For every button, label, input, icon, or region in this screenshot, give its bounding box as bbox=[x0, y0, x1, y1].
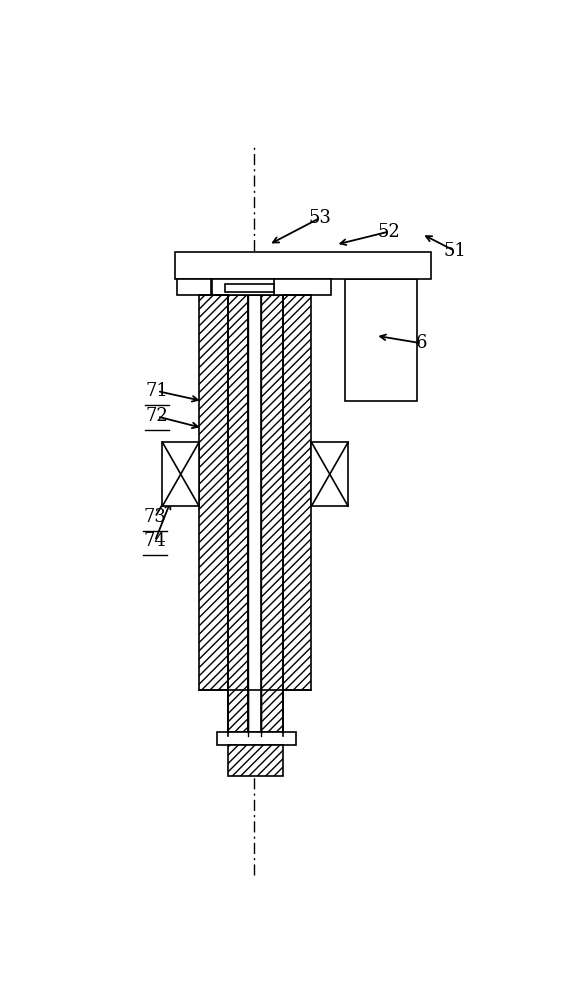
Text: 74: 74 bbox=[143, 532, 166, 550]
Bar bbox=[212, 279, 331, 295]
Bar bbox=[228, 745, 283, 776]
Text: 53: 53 bbox=[309, 209, 332, 227]
Bar bbox=[248, 690, 261, 732]
Bar bbox=[344, 279, 417, 401]
Bar bbox=[162, 442, 199, 506]
Bar bbox=[261, 295, 283, 736]
Bar bbox=[225, 284, 274, 292]
Bar bbox=[261, 690, 283, 732]
Text: 72: 72 bbox=[146, 407, 168, 425]
Bar bbox=[199, 295, 228, 690]
Bar bbox=[228, 690, 248, 732]
Bar bbox=[217, 732, 296, 745]
Bar bbox=[228, 295, 248, 736]
Text: 71: 71 bbox=[146, 382, 168, 400]
Bar bbox=[175, 252, 431, 279]
Bar bbox=[283, 295, 311, 690]
Bar bbox=[311, 442, 348, 506]
Text: 51: 51 bbox=[443, 242, 466, 260]
Text: 52: 52 bbox=[377, 223, 400, 241]
Bar bbox=[177, 279, 211, 295]
Bar bbox=[248, 295, 261, 736]
Text: 6: 6 bbox=[416, 334, 427, 352]
Text: 73: 73 bbox=[143, 508, 166, 526]
